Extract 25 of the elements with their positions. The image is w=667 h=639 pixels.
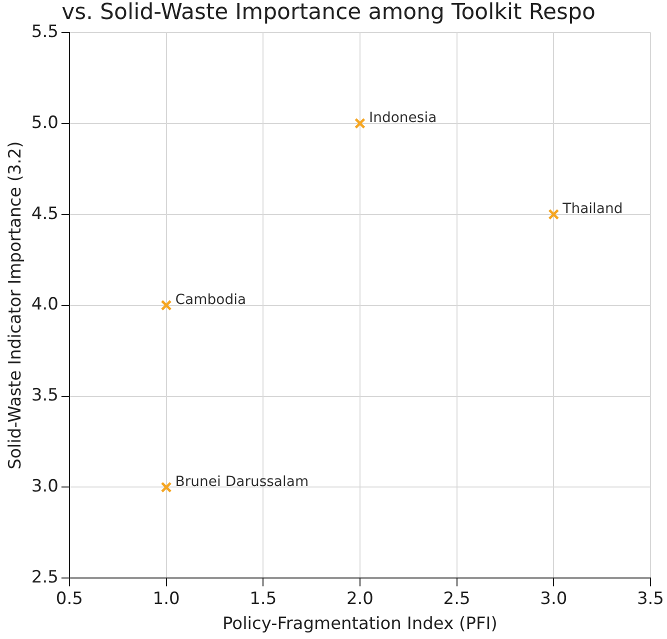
x-tick-label: 2.5 [443, 588, 470, 609]
x-tick-label: 1.5 [250, 588, 277, 609]
y-axis-title: Solid-Waste Indicator Importance (3.2) [6, 141, 26, 470]
y-tick-label: 5.5 [31, 22, 58, 42]
annotation: Brunei Darussalam [175, 474, 309, 490]
x-tick-label: 1.0 [152, 588, 180, 609]
annotation: Thailand [562, 200, 623, 217]
x-axis-title: Policy-Fragmentation Index (PFI) [222, 614, 498, 634]
point [548, 208, 560, 220]
y-tick-label: 4.5 [31, 204, 58, 224]
y-tick-label: 3.5 [31, 386, 58, 406]
annotation: Cambodia [175, 292, 246, 308]
x-tick-label: 2.0 [346, 588, 374, 609]
y-tick-label: 3.0 [31, 476, 58, 497]
chart-title: vs. Solid-Waste Importance among Toolkit Respo [62, 0, 596, 25]
x-tick-label: 3.0 [540, 588, 568, 609]
point [354, 118, 366, 129]
y-tick-label: 2.5 [31, 568, 58, 588]
annotation: Indonesia [368, 110, 437, 126]
x-tick-label: 0.5 [56, 588, 83, 609]
y-tick-label: 4.0 [31, 294, 58, 315]
point [160, 482, 172, 493]
point [160, 300, 172, 311]
x-tick-label: 3.5 [636, 588, 664, 609]
y-tick-label: 5.0 [31, 112, 58, 133]
